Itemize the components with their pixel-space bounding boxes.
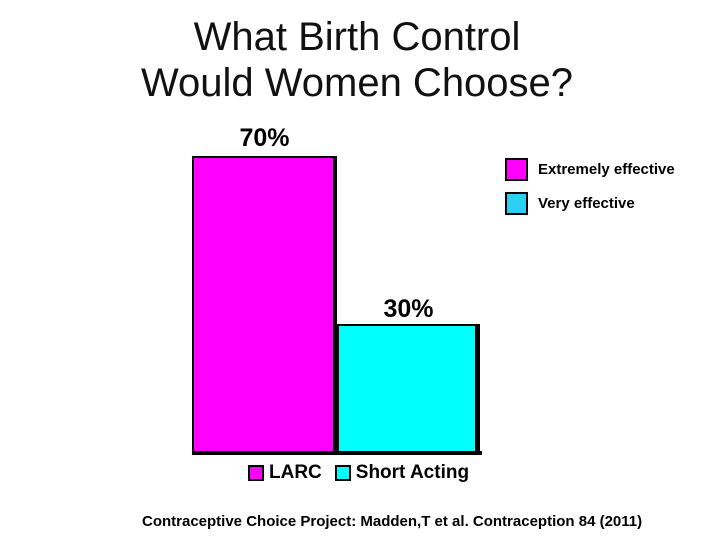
category-legend: LARC Short Acting [248,462,469,484]
legend-label: Extremely effective [538,161,675,178]
larc-bar [192,156,337,451]
bar-value-label-short-acting: 30% [383,295,434,323]
legend-label-short-acting: Short Acting [355,462,470,483]
x-axis-line [192,451,482,455]
slide-title-line2: Would Women Choose? [140,61,574,105]
extremely-effective-swatch-icon [505,158,528,181]
slide-title-line1: What Birth Control [193,15,521,59]
larc-swatch-icon [248,465,264,481]
short-acting-bar [337,324,480,451]
citation-text: Contraceptive Choice Project: Madden,T e… [142,513,643,530]
legend-item-extremely-effective: Extremely effective [505,158,675,181]
bar-value-label-larc: 70% [239,124,290,152]
very-effective-swatch-icon [505,192,528,215]
slide-title: What Birth Control Would Women Choose? [0,14,714,106]
short-acting-swatch-icon [334,465,351,481]
legend-item-very-effective: Very effective [505,192,675,215]
legend-label: Very effective [538,195,635,212]
legend-label-larc: LARC [269,462,322,483]
effectiveness-legend: Extremely effective Very effective [505,158,675,226]
